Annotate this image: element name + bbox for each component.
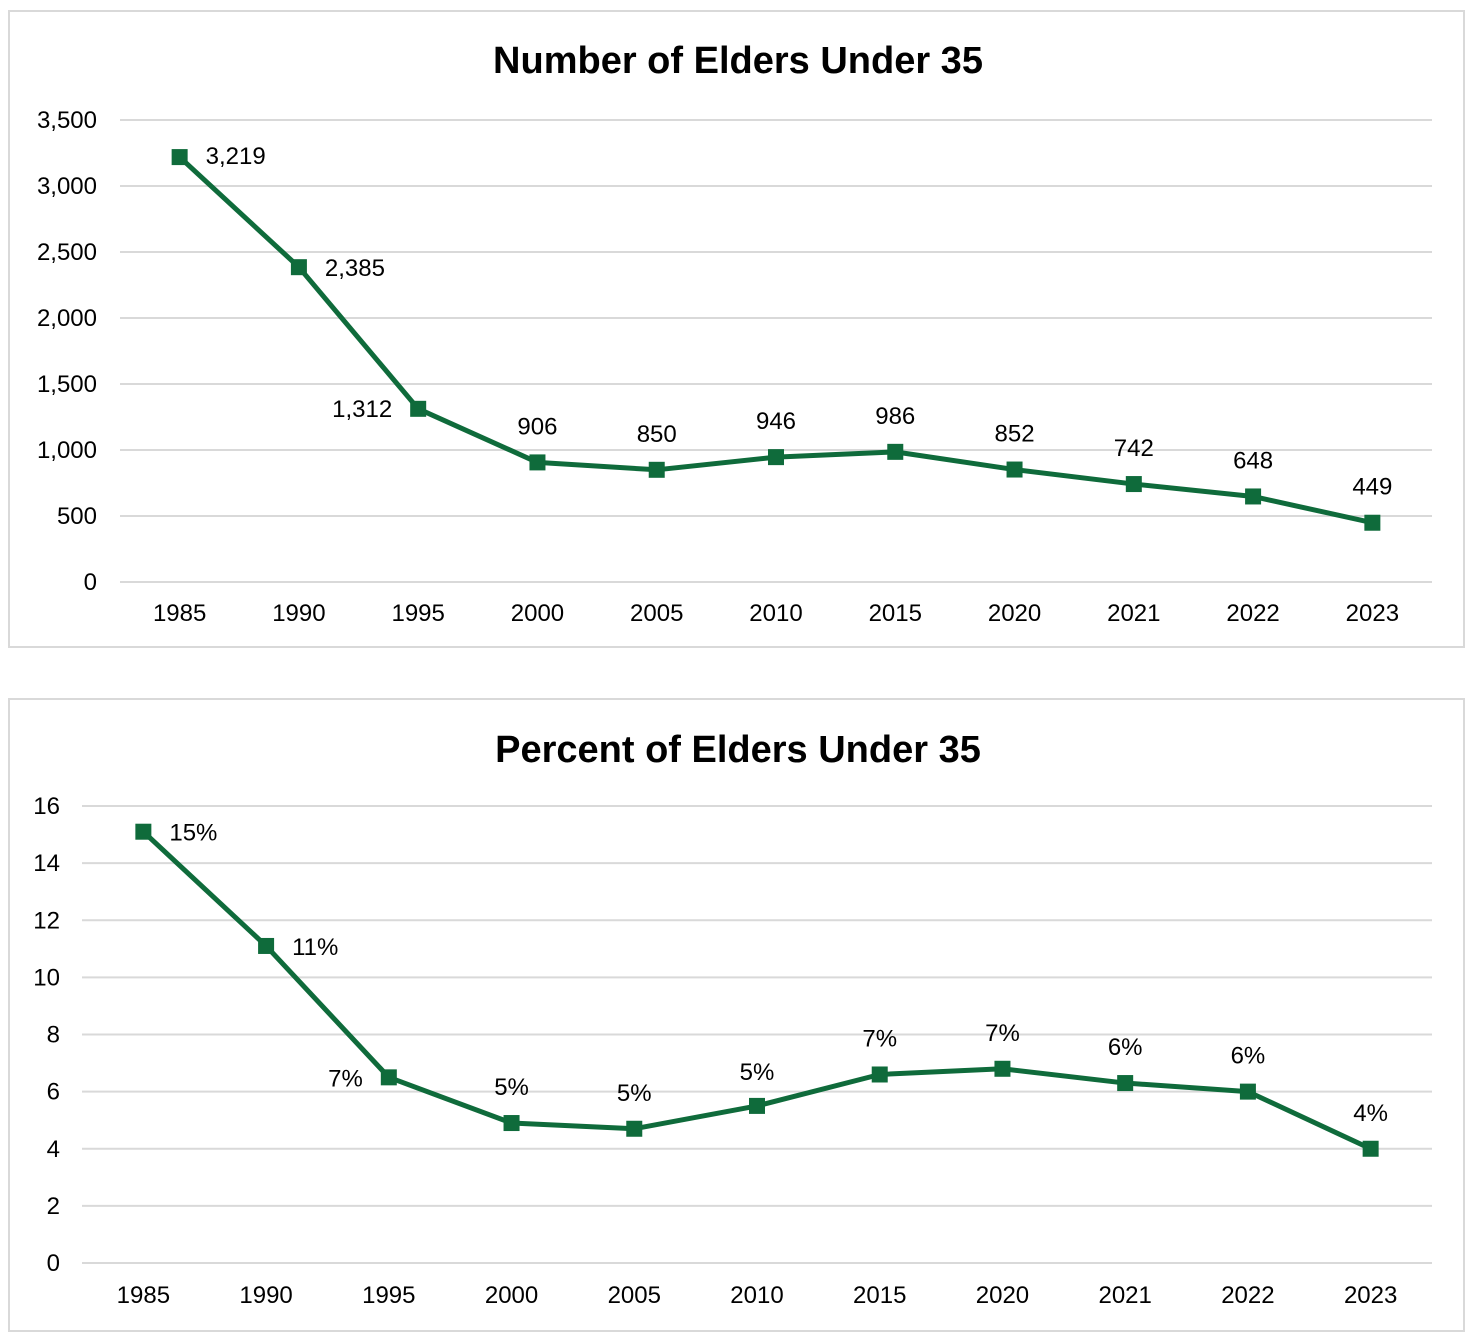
x-tick-label: 2010 (730, 1282, 783, 1309)
data-label: 7% (328, 1065, 363, 1092)
x-tick-label: 1995 (391, 600, 444, 627)
x-tick-label: 1990 (272, 600, 325, 627)
data-point-marker (258, 937, 275, 954)
y-tick-label: 8 (47, 1022, 60, 1049)
data-label: 4% (1353, 1100, 1388, 1127)
x-tick-label: 2022 (1221, 1282, 1274, 1309)
data-label: 11% (292, 934, 338, 961)
x-tick-label: 2023 (1346, 600, 1399, 627)
percent-chart: Percent of Elders Under 35 0 2 4 6 8 10 12 14 16… (33, 729, 1432, 1309)
x-tick-label: 1985 (117, 1282, 170, 1309)
data-point-marker (1362, 1140, 1379, 1157)
data-point-marker (1364, 514, 1381, 531)
y-tick-label: 500 (57, 503, 97, 530)
y-tick-label: 1,500 (37, 371, 97, 398)
data-point-marker (1239, 1083, 1256, 1100)
y-tick-label: 4 (47, 1136, 60, 1163)
data-point-marker (290, 259, 307, 276)
y-tick-label: 2,500 (37, 239, 97, 266)
x-tick-label: 1990 (239, 1282, 292, 1309)
y-tick-label: 16 (33, 793, 60, 820)
data-point-marker (1245, 488, 1262, 505)
number-chart-panel: Number of Elders Under 35 0 500 1,000 1,500… (8, 10, 1465, 648)
x-tick-label: 2020 (988, 600, 1041, 627)
y-tick-label: 1,000 (37, 437, 97, 464)
percent-chart-panel: Percent of Elders Under 35 0 2 4 6 8 10 12 14 16… (8, 698, 1465, 1332)
y-tick-label: 2 (47, 1193, 60, 1220)
data-label: 946 (756, 408, 796, 435)
x-tick-label: 2015 (869, 600, 922, 627)
chart-title: Percent of Elders Under 35 (495, 729, 981, 771)
data-label: 6% (1231, 1043, 1266, 1070)
y-tick-label: 0 (84, 569, 97, 596)
data-point-marker (1006, 461, 1023, 478)
y-tick-label: 6 (47, 1079, 60, 1106)
y-tick-label: 3,500 (37, 107, 97, 134)
data-label: 15% (169, 820, 217, 847)
data-point-marker (994, 1060, 1011, 1077)
data-label: 1,312 (332, 396, 392, 423)
data-point-marker (648, 461, 665, 478)
data-point-marker (503, 1115, 520, 1132)
x-tick-label: 2015 (853, 1282, 906, 1309)
data-point-marker (135, 823, 152, 840)
x-tick-label: 2005 (608, 1282, 661, 1309)
data-label: 648 (1233, 447, 1273, 474)
data-label: 449 (1352, 474, 1392, 501)
data-point-marker (380, 1069, 397, 1086)
data-label: 852 (995, 421, 1035, 448)
number-chart: Number of Elders Under 35 0 500 1,000 1,500… (37, 40, 1432, 627)
data-point-marker (171, 149, 188, 166)
x-tick-label: 2021 (1098, 1282, 1151, 1309)
y-tick-label: 3,000 (37, 173, 97, 200)
data-label: 7% (862, 1025, 897, 1052)
data-point-marker (768, 449, 784, 466)
data-label: 7% (985, 1020, 1020, 1047)
x-tick-label: 2010 (749, 600, 802, 627)
x-tick-label: 2022 (1226, 600, 1279, 627)
x-tick-label: 2005 (630, 600, 683, 627)
y-tick-label: 12 (33, 907, 60, 934)
data-point-marker (887, 443, 904, 460)
data-point-marker (871, 1066, 888, 1083)
data-point-marker (529, 454, 546, 471)
data-point-marker (1117, 1075, 1134, 1092)
x-tick-label: 2021 (1107, 600, 1160, 627)
data-point-marker (410, 400, 427, 417)
y-tick-label: 2,000 (37, 305, 97, 332)
series-line (177, 155, 1373, 526)
data-label: 906 (517, 413, 557, 440)
data-point-marker (626, 1120, 643, 1137)
data-label: 850 (637, 421, 677, 448)
y-tick-label: 14 (33, 850, 60, 877)
x-tick-label: 1995 (362, 1282, 415, 1309)
chart-title: Number of Elders Under 35 (493, 40, 983, 82)
x-tick-label: 1985 (153, 600, 206, 627)
data-label: 5% (740, 1059, 775, 1086)
x-tick-label: 2023 (1344, 1282, 1397, 1309)
data-label: 3,219 (206, 143, 266, 170)
x-tick-label: 2000 (511, 600, 564, 627)
x-tick-label: 2000 (485, 1282, 538, 1309)
data-label: 2,385 (325, 255, 385, 282)
data-label: 986 (875, 403, 915, 430)
y-tick-label: 10 (33, 964, 60, 991)
x-tick-label: 2020 (976, 1282, 1029, 1309)
data-point-marker (1125, 476, 1142, 493)
data-label: 5% (494, 1074, 529, 1101)
data-label: 6% (1108, 1034, 1143, 1061)
data-point-marker (749, 1097, 765, 1114)
data-label: 742 (1114, 435, 1154, 462)
data-label: 5% (617, 1080, 652, 1107)
y-tick-label: 0 (47, 1250, 60, 1277)
